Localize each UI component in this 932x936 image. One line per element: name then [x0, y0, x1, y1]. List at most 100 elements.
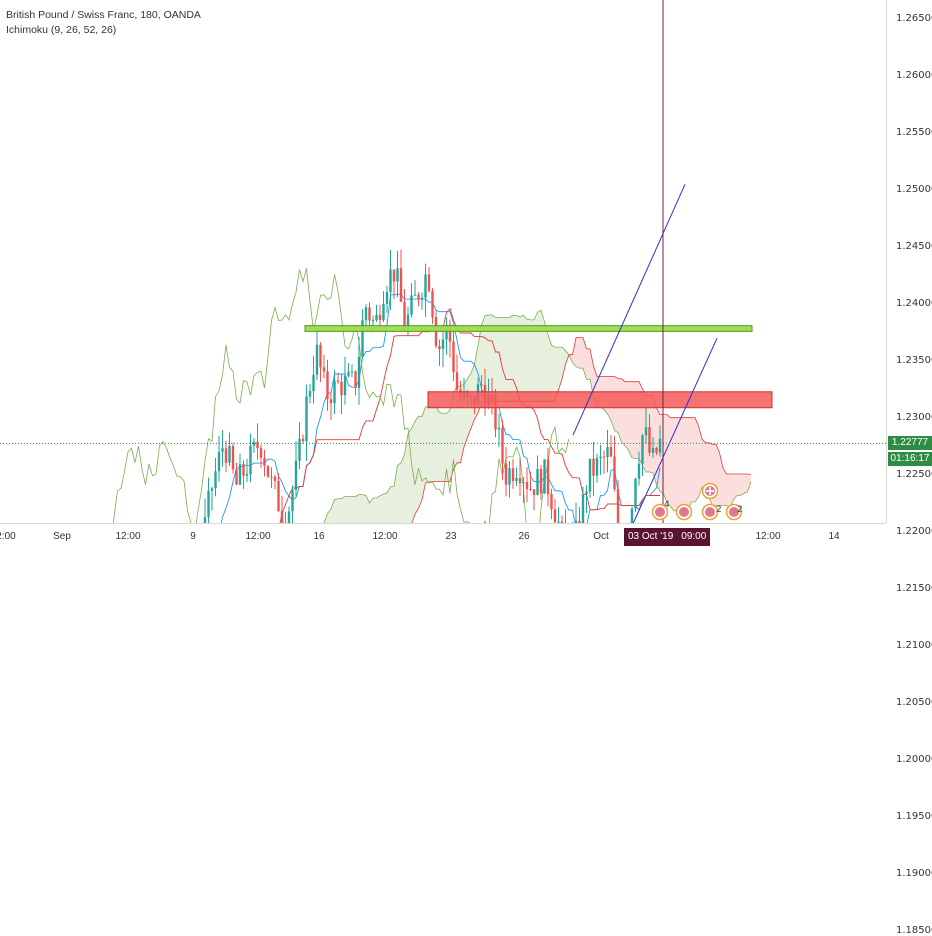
- candle-body: [291, 490, 293, 511]
- candle-body: [421, 298, 423, 300]
- price-tick: 1.20000: [896, 754, 932, 765]
- candle-body: [302, 439, 304, 442]
- last-price-tag: 1.22777: [888, 436, 932, 450]
- time-tick: 14: [828, 531, 839, 542]
- cloud-segment: [335, 499, 339, 523]
- price-tick: 1.20500: [896, 697, 932, 708]
- candle-body: [246, 474, 248, 476]
- candle-body: [480, 384, 482, 385]
- cloud-segment: [440, 412, 444, 481]
- time-tick: 12:00: [755, 531, 780, 542]
- candle-body: [617, 489, 619, 523]
- candle-body: [505, 463, 507, 484]
- cloud-segment: [727, 474, 731, 508]
- candle-body: [372, 320, 374, 321]
- price-tick: 1.22000: [896, 526, 932, 537]
- cloud-segment: [398, 463, 402, 523]
- cloud-segment: [373, 498, 377, 523]
- crosshair-time: 09:00: [681, 531, 706, 542]
- candle-body: [281, 511, 283, 523]
- candle-body: [256, 442, 258, 449]
- time-tick: 12:00: [115, 531, 140, 542]
- candle-body: [543, 459, 545, 493]
- chart-area[interactable]: British Pound / Swiss Franc, 180, OANDA …: [0, 0, 886, 523]
- time-tick: 16: [313, 531, 324, 542]
- cloud-segment: [618, 379, 622, 442]
- cloud-segment: [342, 497, 346, 523]
- candle-body: [613, 457, 615, 490]
- price-tick: 1.24500: [896, 241, 932, 252]
- candle-body: [589, 459, 591, 492]
- red-zone-2: [428, 392, 772, 408]
- candle-body: [239, 464, 241, 484]
- candle-body: [634, 479, 636, 509]
- candle-body: [512, 468, 514, 481]
- cloud-segment: [580, 338, 584, 369]
- candle-body: [253, 442, 255, 446]
- candle-body: [382, 304, 384, 320]
- candle-body: [207, 491, 209, 517]
- candle-body: [431, 291, 433, 317]
- candle-body: [393, 269, 395, 281]
- cloud-segment: [713, 444, 717, 505]
- cloud-segment: [737, 474, 741, 495]
- cloud-segment: [426, 407, 430, 483]
- cloud-segment: [741, 474, 745, 495]
- candle-body: [522, 482, 524, 483]
- time-tick: 26: [518, 531, 529, 542]
- candle-body: [351, 371, 353, 372]
- cloud-segment: [664, 415, 668, 503]
- cloud-segment: [688, 418, 692, 510]
- candle-body: [330, 399, 332, 403]
- chart-legend: British Pound / Swiss Franc, 180, OANDA …: [6, 8, 201, 38]
- candle-body: [263, 458, 265, 466]
- cloud-segment: [384, 493, 388, 523]
- price-tick: 1.21500: [896, 583, 932, 594]
- candle-body: [340, 382, 342, 395]
- candle-body: [295, 461, 297, 490]
- cloud-segment: [695, 418, 699, 502]
- candle-body: [428, 274, 430, 290]
- price-tick: 1.25000: [896, 184, 932, 195]
- candle-body: [260, 448, 262, 458]
- time-axis[interactable]: 2:00Sep12:00912:001612:002326Oct712:0014…: [0, 523, 886, 551]
- price-axis[interactable]: 1.265001.260001.255001.250001.245001.240…: [886, 0, 932, 523]
- candle-body: [659, 439, 661, 453]
- cloud-segment: [352, 497, 356, 523]
- candle-body: [519, 478, 521, 483]
- candle-body: [270, 477, 272, 478]
- candle-body: [603, 457, 605, 458]
- cloud-segment: [716, 444, 720, 505]
- price-tick: 1.26000: [896, 70, 932, 81]
- time-tick: Sep: [53, 531, 71, 542]
- candle-body: [508, 468, 510, 484]
- symbol-title[interactable]: British Pound / Swiss Franc, 180, OANDA: [6, 8, 201, 23]
- candle-body: [442, 339, 444, 348]
- candle-body: [501, 428, 503, 464]
- cloud-segment: [391, 487, 395, 523]
- cloud-segment: [653, 396, 657, 485]
- candle-body: [592, 459, 594, 476]
- time-tick: 23: [445, 531, 456, 542]
- candle-body: [550, 494, 552, 509]
- price-chart[interactable]: [0, 0, 886, 523]
- candle-body: [526, 482, 528, 489]
- candle-body: [596, 458, 598, 476]
- candle-body: [326, 371, 328, 399]
- candle-body: [389, 269, 391, 292]
- candle-body: [319, 345, 321, 367]
- time-tick: Oct: [593, 531, 609, 542]
- cloud-segment: [681, 418, 685, 510]
- price-tick: 1.19500: [896, 811, 932, 822]
- candle-body: [648, 427, 650, 453]
- cloud-segment: [331, 499, 335, 523]
- cloud-segment: [531, 320, 535, 401]
- candle-body: [655, 448, 657, 453]
- candle-body: [228, 446, 230, 463]
- indicator-label[interactable]: Ichimoku (9, 26, 52, 26): [6, 23, 201, 38]
- candle-body: [221, 448, 223, 452]
- candle-body: [309, 391, 311, 397]
- candle-body: [242, 464, 244, 476]
- green-zone-1: [305, 326, 752, 332]
- price-tick: 1.25500: [896, 127, 932, 138]
